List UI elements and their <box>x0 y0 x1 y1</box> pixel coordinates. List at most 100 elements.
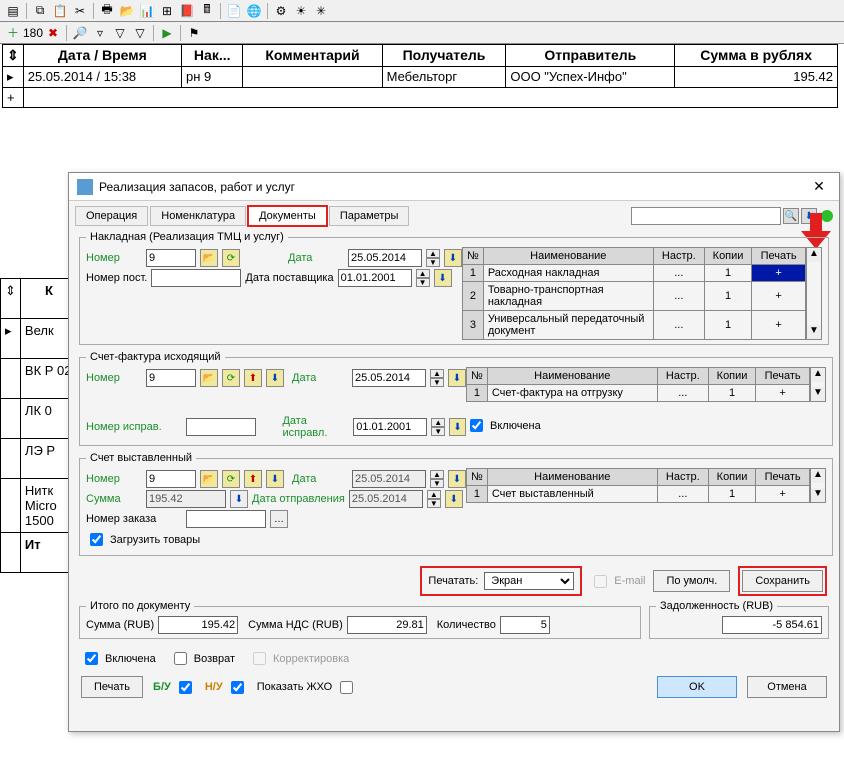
table-row[interactable]: 1 Счет-фактура на отгрузку ... 1 + <box>467 385 810 402</box>
tb-doc-icon[interactable]: ▤ <box>4 2 22 20</box>
tab-documents[interactable]: Документы <box>248 206 327 226</box>
tb-globe-icon[interactable]: 🌐 <box>245 2 263 20</box>
sf-dataispr-input[interactable] <box>353 418 427 436</box>
tb-cut-icon[interactable]: ✂ <box>71 2 89 20</box>
save-button[interactable]: Сохранить <box>742 570 823 592</box>
sf-nomer-input[interactable] <box>146 369 196 387</box>
col-marker[interactable]: ⇕ <box>3 45 24 67</box>
close-button[interactable]: ✕ <box>807 178 831 195</box>
tb-copy-icon[interactable]: ⧉ <box>31 2 49 20</box>
tb-add-icon[interactable]: ＋ <box>4 24 22 42</box>
qty-input[interactable] <box>500 616 550 634</box>
tb-star-icon[interactable]: ✳ <box>312 2 330 20</box>
table-row[interactable]: 2 Товарно-транспортная накладная ... 1 + <box>463 282 806 311</box>
tb-filter1-icon[interactable]: ▿ <box>91 24 109 42</box>
print-target-select[interactable]: Экран <box>484 572 574 590</box>
sf-vkl-checkbox[interactable]: Включена <box>466 416 541 435</box>
nak-nomerpost-input[interactable] <box>151 269 241 287</box>
tb-note-icon[interactable]: 📄 <box>225 2 243 20</box>
tb-flag-icon[interactable]: ⚑ <box>185 24 203 42</box>
ok-button[interactable]: OK <box>657 676 737 698</box>
sf-date-input[interactable] <box>352 369 426 387</box>
refresh-icon[interactable]: ⟳ <box>222 369 240 387</box>
sum-input[interactable] <box>158 616 238 634</box>
up-icon[interactable]: ⬆ <box>244 470 262 488</box>
tb-del-icon[interactable]: ✖ <box>44 24 62 42</box>
vscroll[interactable]: ▲▼ <box>810 468 826 503</box>
vozvrat-checkbox[interactable]: Возврат <box>170 649 235 668</box>
down-icon[interactable]: ⬇ <box>230 490 248 508</box>
tb-filter2-icon[interactable]: ▽ <box>111 24 129 42</box>
folder-icon[interactable]: 📂 <box>200 249 218 267</box>
defaults-button[interactable]: По умолч. <box>653 570 730 592</box>
grid-row[interactable]: ▸ 25.05.2014 / 15:38 рн 9 Мебельторг ООО… <box>3 67 838 88</box>
zhkho-checkbox[interactable]: Показать ЖХО <box>257 678 357 697</box>
tb-gear-icon[interactable]: ⚙ <box>272 2 290 20</box>
nak-nomer-input[interactable] <box>146 249 196 267</box>
down-icon[interactable]: ⬇ <box>448 369 466 387</box>
col-comment[interactable]: Комментарий <box>243 45 382 67</box>
sv-zagruz-checkbox[interactable]: Загрузить товары <box>86 530 200 549</box>
tb-print-icon[interactable]: 🖶 <box>98 2 116 20</box>
dialog-title: Реализация запасов, работ и услуг <box>99 180 807 194</box>
folder-icon[interactable]: 📂 <box>200 369 218 387</box>
col-nak[interactable]: Нак... <box>182 45 243 67</box>
search-icon[interactable]: 🔍 <box>783 208 799 224</box>
down-icon[interactable]: ⬇ <box>448 470 466 488</box>
nak-datapost-input[interactable] <box>338 269 412 287</box>
nak-date-input[interactable] <box>348 249 422 267</box>
print-button[interactable]: Печать <box>81 676 143 698</box>
col-sender[interactable]: Отправитель <box>506 45 675 67</box>
refresh-icon[interactable]: ⟳ <box>222 249 240 267</box>
tb-calc-icon[interactable]: 🖩 <box>198 2 216 20</box>
folder-icon[interactable]: 📂 <box>200 470 218 488</box>
refresh-icon[interactable]: ⟳ <box>222 470 240 488</box>
tb-open-icon[interactable]: 📂 <box>118 2 136 20</box>
tb-excel-icon[interactable]: ⊞ <box>158 2 176 20</box>
add-row-marker[interactable]: + <box>3 88 24 108</box>
sv-nomer-input[interactable] <box>146 470 196 488</box>
down-icon[interactable]: ⬇ <box>434 269 452 287</box>
tb-filter3-icon[interactable]: ▽ <box>131 24 149 42</box>
nds-input[interactable] <box>347 616 427 634</box>
cancel-button[interactable]: Отмена <box>747 676 827 698</box>
toolbar-bottom: ＋ 180 ✖ 🔎 ▿ ▽ ▽ ▶ ⚑ <box>0 22 844 44</box>
col-datetime[interactable]: Дата / Время <box>23 45 181 67</box>
table-row[interactable]: 1 Счет выставленный ... 1 + <box>467 486 810 503</box>
email-checkbox[interactable]: E-mail <box>590 572 645 591</box>
tb-find-icon[interactable]: 🔎 <box>71 24 89 42</box>
sv-date-input <box>352 470 426 488</box>
tab-operation[interactable]: Операция <box>75 206 148 226</box>
down-icon[interactable]: ⬇ <box>266 470 284 488</box>
down-icon[interactable]: ⬇ <box>444 249 462 267</box>
sv-nomerzak-input[interactable] <box>186 510 266 528</box>
vscroll[interactable]: ▲▼ <box>810 367 826 402</box>
tb-paste-icon[interactable]: 📋 <box>51 2 69 20</box>
tab-params[interactable]: Параметры <box>329 206 410 226</box>
tb-run-icon[interactable]: ▶ <box>158 24 176 42</box>
tb-chart-icon[interactable]: 📊 <box>138 2 156 20</box>
tb-sun-icon[interactable]: ☀ <box>292 2 310 20</box>
search-input[interactable] <box>631 207 781 225</box>
tb-180-icon[interactable]: 180 <box>24 24 42 42</box>
col-sum[interactable]: Сумма в рублях <box>675 45 838 67</box>
col-recipient[interactable]: Получатель <box>382 45 506 67</box>
down-icon[interactable]: ⬇ <box>266 369 284 387</box>
ny-checkbox[interactable]: Н/У <box>205 678 247 697</box>
sf-nomerispr-input[interactable] <box>186 418 256 436</box>
toolbar-top: ▤ ⧉ 📋 ✂ 🖶 📂 📊 ⊞ 📕 🖩 📄 🌐 ⚙ ☀ ✳ <box>0 0 844 22</box>
tab-nomenclature[interactable]: Номенклатура <box>150 206 246 226</box>
debt-fieldset: Задолженность (RUB) <box>649 600 829 639</box>
main-grid: ⇕ Дата / Время Нак... Комментарий Получа… <box>2 44 838 108</box>
table-row[interactable]: 3 Универсальный передаточный документ ..… <box>463 311 806 340</box>
vkl-checkbox[interactable]: Включена <box>81 649 156 668</box>
up-icon[interactable]: ⬆ <box>244 369 262 387</box>
table-row[interactable]: 1 Расходная накладная ... 1 + <box>463 265 806 282</box>
tb-book-icon[interactable]: 📕 <box>178 2 196 20</box>
down-icon[interactable]: ⬇ <box>449 418 466 436</box>
by-checkbox[interactable]: Б/У <box>153 678 195 697</box>
vscroll[interactable]: ▲▼ <box>806 247 822 340</box>
down-icon[interactable]: ⬇ <box>445 490 463 508</box>
ellipsis-icon[interactable]: … <box>270 510 288 528</box>
nak-doc-table: № Наименование Настр. Копии Печать 1 Рас… <box>462 247 806 340</box>
